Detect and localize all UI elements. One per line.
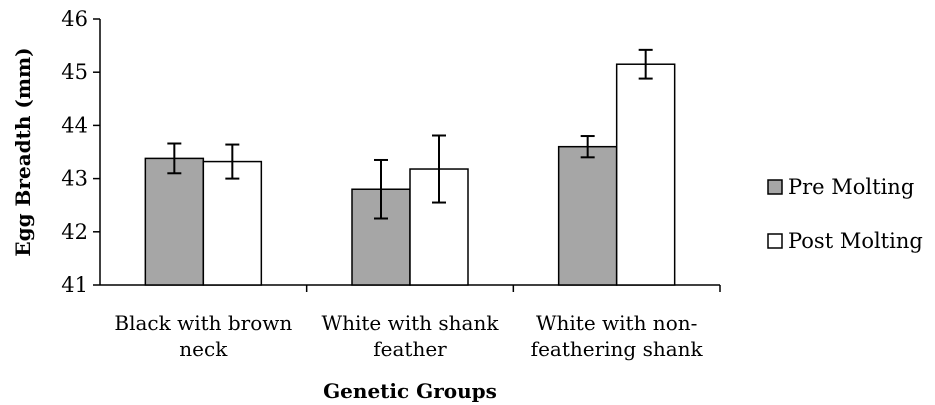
bar-pre-molting xyxy=(557,145,618,286)
legend-label-post-molting: Post Molting xyxy=(788,229,923,253)
y-tick-label: 45 xyxy=(61,60,88,84)
x-tick-label: White with non-feathering shank xyxy=(531,311,704,361)
x-tick-label-line: feather xyxy=(373,337,447,361)
bar-post-molting xyxy=(202,160,263,286)
x-axis-title: Genetic Groups xyxy=(323,379,497,403)
x-tick-label-line: Black with brown xyxy=(114,311,292,335)
bar-pre-molting xyxy=(144,157,205,286)
y-tick-label: 42 xyxy=(61,220,88,244)
legend-swatch-post-molting xyxy=(767,233,783,249)
x-tick-label-line: White with shank xyxy=(322,311,500,335)
x-tick-label-line: feathering shank xyxy=(531,337,704,361)
legend-swatch-pre-molting xyxy=(767,179,783,195)
y-tick-label: 44 xyxy=(61,113,88,137)
legend-label-pre-molting: Pre Molting xyxy=(788,175,914,199)
x-tick-label-line: White with non- xyxy=(536,311,697,335)
x-tick-label: Black with brown neck xyxy=(114,311,292,361)
x-tick-label-line: neck xyxy=(179,337,228,361)
x-tick-label: White with shank feather xyxy=(322,311,500,361)
y-tick-label: 41 xyxy=(61,273,88,297)
plot-area: 41 42 43 44 45 46 Black with brown neck White wi… xyxy=(61,7,721,361)
y-tick-label: 43 xyxy=(61,167,88,191)
bar-post-molting xyxy=(615,63,676,286)
y-axis-title: Egg Breadth (mm) xyxy=(11,47,35,256)
legend: Pre Molting Post Molting xyxy=(767,175,923,253)
y-tick-label: 46 xyxy=(61,7,88,31)
